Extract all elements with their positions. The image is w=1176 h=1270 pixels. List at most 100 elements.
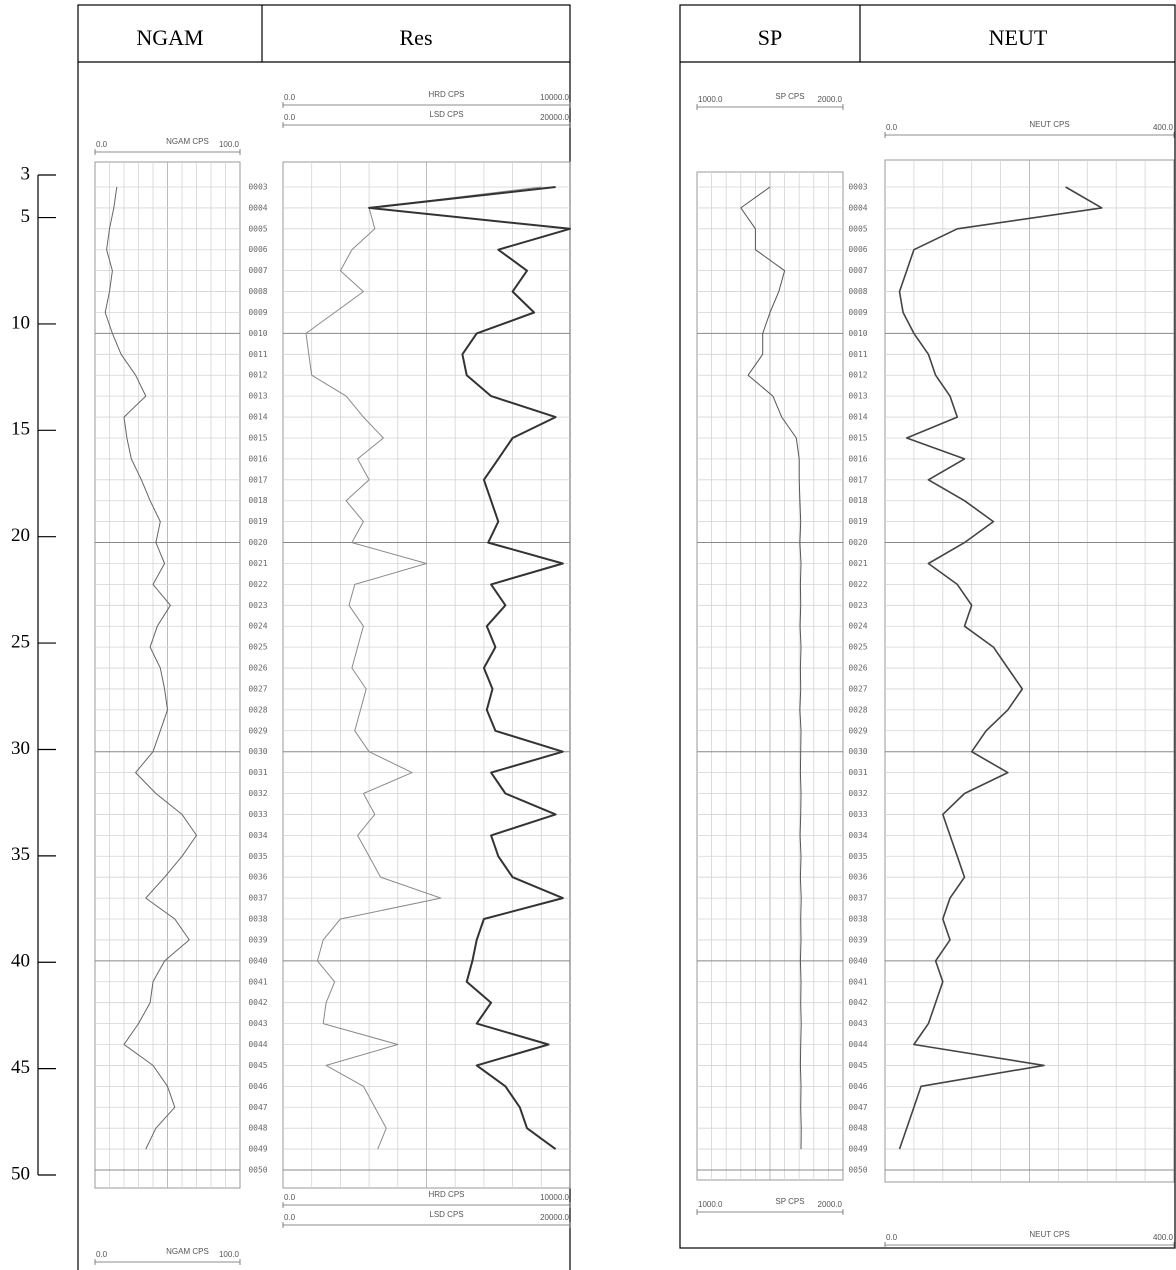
depth-label: 0040	[248, 956, 267, 965]
track-title: SP	[758, 25, 782, 50]
depth-label: 0021	[248, 559, 267, 568]
depth-label: 0037	[848, 894, 867, 903]
depth-label: 0037	[248, 894, 267, 903]
depth-label: 0027	[248, 684, 267, 693]
depth-tick-label: 10	[11, 312, 30, 333]
top-scale-label: 10000.0	[540, 93, 569, 102]
depth-label: 0003	[848, 183, 867, 192]
depth-label: 0004	[248, 203, 267, 212]
depth-tick-label: 15	[11, 419, 30, 440]
depth-label: 0027	[848, 684, 867, 693]
depth-label: 0007	[848, 266, 867, 275]
depth-label: 0020	[248, 538, 267, 547]
top-scale-label: 0.0	[96, 140, 108, 149]
bottom-scale-name: LSD CPS	[429, 1210, 463, 1219]
top-scale-label: 0.0	[886, 123, 898, 132]
depth-label: 0033	[248, 810, 267, 819]
bottom-scale-label: 2000.0	[818, 1200, 843, 1209]
top-scale-label: 100.0	[219, 140, 240, 149]
depth-label: 0021	[848, 559, 867, 568]
bottom-scale-name: NGAM CPS	[166, 1247, 209, 1256]
depth-label: 0016	[848, 454, 867, 463]
top-scale-label: 1000.0	[698, 95, 723, 104]
depth-label: 0034	[848, 831, 867, 840]
depth-label: 0042	[848, 998, 867, 1007]
depth-label: 0011	[848, 350, 867, 359]
top-scale-name: SP CPS	[775, 92, 804, 101]
depth-label: 0010	[248, 329, 267, 338]
top-scale-name: LSD CPS	[429, 110, 463, 119]
depth-label: 0039	[248, 935, 267, 944]
depth-label: 0038	[848, 915, 867, 924]
bottom-scale-label: 0.0	[886, 1233, 898, 1242]
depth-label: 0046	[848, 1082, 867, 1091]
depth-label: 0048	[248, 1124, 267, 1133]
top-scale-name: NEUT CPS	[1029, 120, 1069, 129]
depth-label: 0044	[848, 1040, 867, 1049]
depth-label: 0050	[848, 1166, 867, 1175]
depth-label: 0003	[248, 183, 267, 192]
track-title: NEUT	[989, 25, 1048, 50]
depth-label: 0012	[248, 371, 267, 380]
depth-label: 0010	[848, 329, 867, 338]
depth-label: 0043	[248, 1019, 267, 1028]
depth-label: 0017	[848, 475, 867, 484]
depth-label: 0049	[248, 1145, 267, 1154]
depth-label: 0005	[248, 224, 267, 233]
depth-label: 0041	[848, 977, 867, 986]
depth-label: 0048	[848, 1124, 867, 1133]
depth-label: 0004	[848, 203, 867, 212]
bottom-scale-label: 10000.0	[540, 1193, 569, 1202]
bottom-scale-label: 0.0	[284, 1193, 296, 1202]
depth-tick-label: 35	[11, 844, 30, 865]
bottom-scale-name: NEUT CPS	[1029, 1230, 1069, 1239]
depth-label: 0039	[848, 935, 867, 944]
depth-label: 0044	[248, 1040, 267, 1049]
depth-label: 0019	[848, 517, 867, 526]
depth-tick-label: 40	[11, 951, 30, 972]
depth-tick-label: 20	[11, 525, 30, 546]
depth-label: 0013	[848, 392, 867, 401]
top-scale-label: 2000.0	[818, 95, 843, 104]
depth-label: 0029	[848, 726, 867, 735]
depth-label: 0030	[248, 747, 267, 756]
depth-label: 0024	[848, 622, 867, 631]
depth-label: 0018	[248, 496, 267, 505]
depth-label: 0049	[848, 1145, 867, 1154]
depth-label: 0024	[248, 622, 267, 631]
depth-label: 0030	[848, 747, 867, 756]
top-scale-label: 20000.0	[540, 113, 569, 122]
depth-label: 0040	[848, 956, 867, 965]
top-scale-name: NGAM CPS	[166, 137, 209, 146]
depth-label: 0012	[848, 371, 867, 380]
depth-tick-label: 50	[11, 1163, 30, 1184]
depth-label: 0026	[248, 664, 267, 673]
depth-label: 0005	[848, 224, 867, 233]
depth-label: 0028	[248, 705, 267, 714]
depth-label: 0015	[848, 433, 867, 442]
depth-label: 0045	[848, 1061, 867, 1070]
depth-label: 0033	[848, 810, 867, 819]
depth-label: 0018	[848, 496, 867, 505]
depth-label: 0036	[248, 873, 267, 882]
bottom-scale-label: 1000.0	[698, 1200, 723, 1209]
depth-label: 0042	[248, 998, 267, 1007]
log-frame	[679, 4, 1176, 1249]
depth-tick-label: 3	[21, 163, 31, 184]
depth-label: 0008	[248, 287, 267, 296]
depth-label: 0035	[248, 852, 267, 861]
depth-label: 0025	[248, 643, 267, 652]
depth-label: 0022	[248, 580, 267, 589]
log-curve	[104, 186, 197, 1150]
log-curve	[305, 186, 542, 1150]
depth-label: 0016	[248, 454, 267, 463]
top-scale-label: 0.0	[284, 113, 296, 122]
depth-label: 0017	[248, 475, 267, 484]
log-curve	[368, 186, 571, 1150]
bottom-scale-label: 0.0	[284, 1213, 296, 1222]
depth-label: 0008	[848, 287, 867, 296]
top-scale-label: 400.0	[1153, 123, 1174, 132]
depth-label: 0013	[248, 392, 267, 401]
